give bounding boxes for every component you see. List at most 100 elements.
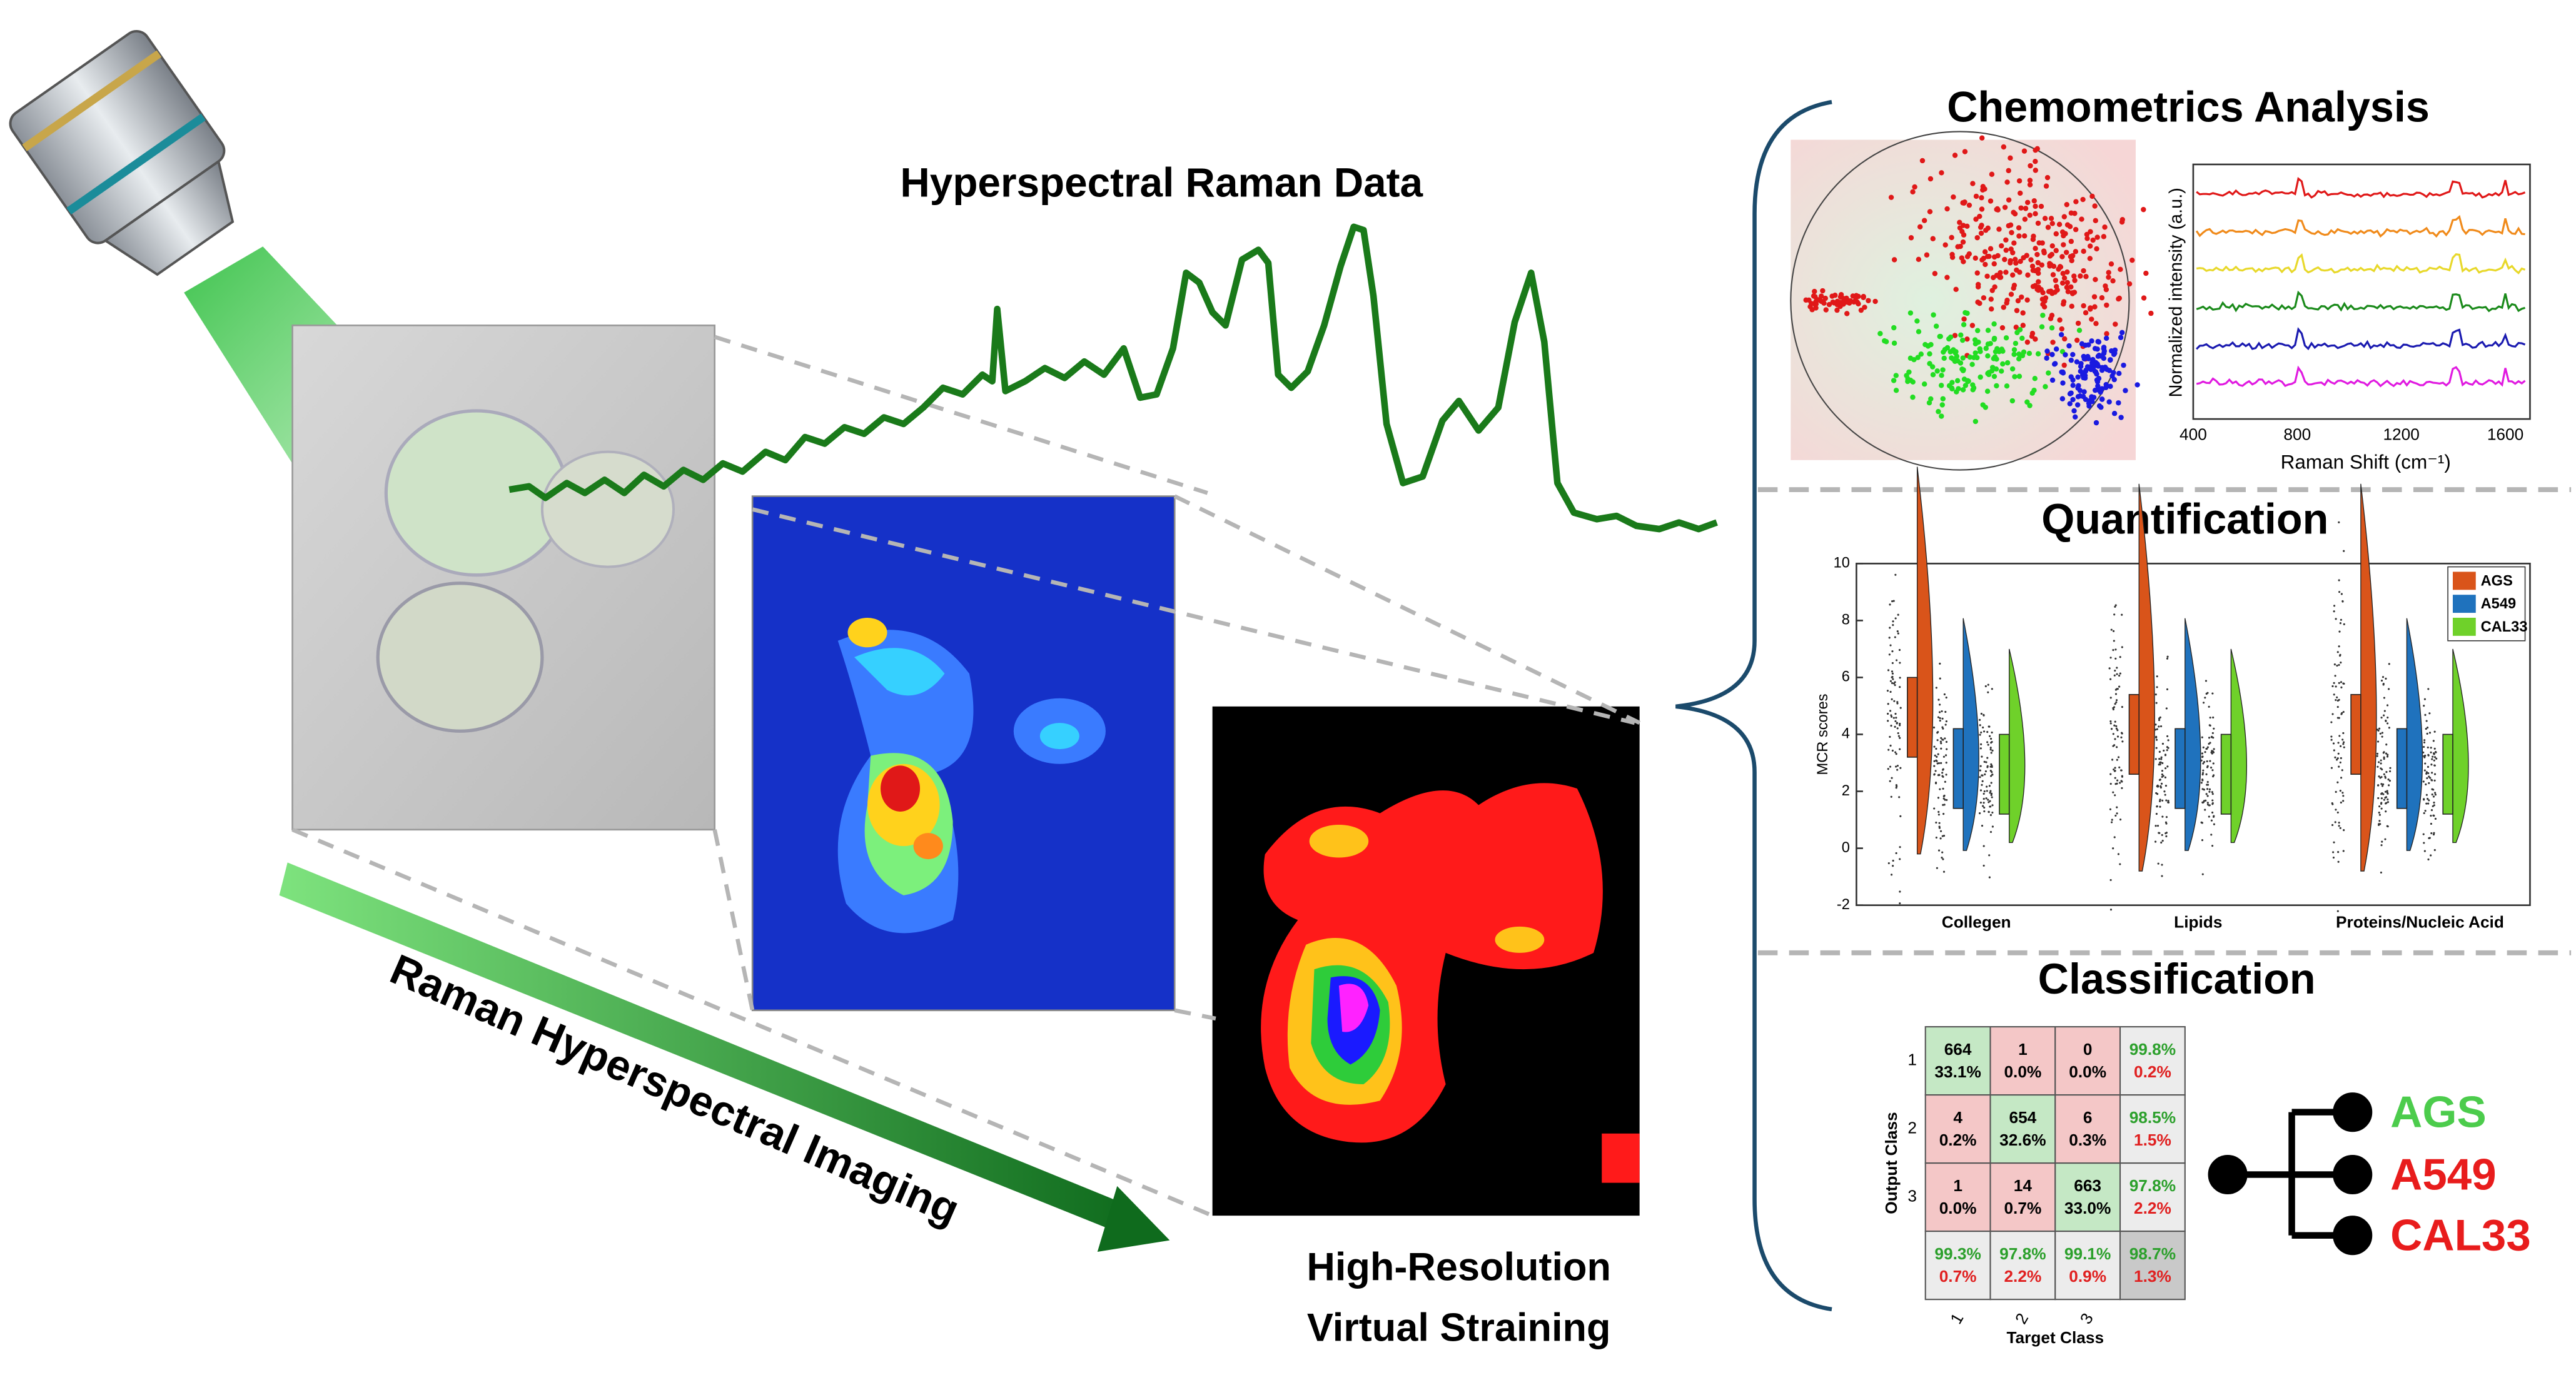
- pca-point: [1944, 274, 1950, 280]
- legend-label: AGS: [2481, 573, 2513, 589]
- jitter-point: [2384, 838, 2387, 840]
- jitter-point: [1899, 815, 1902, 817]
- jitter-point: [1889, 644, 1892, 647]
- pca-point: [1985, 371, 1991, 376]
- jitter-point: [2117, 853, 2120, 855]
- jitter-point: [2431, 788, 2433, 790]
- y-tick-label: 8: [1842, 612, 1850, 628]
- pca-point: [2011, 285, 2016, 291]
- jitter-point: [2113, 768, 2115, 771]
- cell-percent: 0.3%: [2069, 1131, 2106, 1149]
- jitter-point: [2160, 841, 2163, 844]
- jitter-point: [2155, 812, 2158, 815]
- pca-point: [2075, 394, 2081, 400]
- box: [1999, 733, 2010, 815]
- jitter-point: [2431, 793, 2433, 796]
- jitter-point: [1989, 790, 1992, 792]
- pca-point: [2076, 383, 2081, 388]
- pca-point: [1980, 402, 1986, 408]
- jitter-point: [2425, 771, 2428, 773]
- jitter-point: [2164, 832, 2167, 835]
- jitter-point: [2432, 740, 2435, 742]
- jitter-point: [2161, 773, 2163, 776]
- pca-point: [1930, 372, 1936, 378]
- pca-point: [1985, 353, 1991, 359]
- jitter-point: [2165, 835, 2168, 838]
- jitter-point: [1989, 813, 1992, 817]
- jitter-point: [2338, 765, 2340, 768]
- pca-point: [1964, 336, 1970, 342]
- pca-point: [2099, 396, 2105, 402]
- jitter-point: [2202, 762, 2205, 765]
- jitter-point: [1891, 749, 1894, 752]
- jitter-point: [1937, 813, 1940, 816]
- pca-point: [2006, 223, 2011, 229]
- jitter-point: [1939, 703, 1941, 706]
- pca-point: [1962, 149, 1968, 154]
- jitter-point: [1935, 747, 1937, 750]
- pca-point: [1877, 331, 1883, 336]
- pca-point: [1924, 252, 1930, 258]
- raman-map: [751, 495, 1176, 1012]
- pca-point: [2004, 383, 2010, 389]
- pca-point: [1927, 209, 1933, 214]
- jitter-point: [1942, 787, 1944, 790]
- pca-point: [2053, 278, 2059, 283]
- pca-point: [2059, 254, 2065, 259]
- jitter-point: [2334, 821, 2336, 823]
- jitter-point: [1894, 720, 1897, 722]
- pca-point: [1966, 251, 1972, 257]
- cell-percent: 0.9%: [2069, 1267, 2106, 1286]
- brace: [1675, 99, 1832, 1312]
- pca-point: [2072, 211, 2078, 216]
- jitter-point: [1989, 770, 1992, 772]
- pca-point: [1991, 336, 1997, 342]
- pca-point: [1891, 340, 1897, 346]
- pca-point: [2101, 345, 2107, 350]
- jitter-point: [1983, 845, 1985, 847]
- jitter-point: [1986, 785, 1988, 788]
- pca-point: [2141, 295, 2147, 301]
- jitter-point: [1979, 724, 1981, 727]
- jitter-point: [1894, 765, 1897, 768]
- pca-point: [2018, 258, 2023, 264]
- pca-point: [2070, 383, 2076, 388]
- pca-point: [2033, 168, 2038, 173]
- pca-point: [1989, 288, 1995, 293]
- pca-point: [1820, 288, 1826, 294]
- jitter-point: [2427, 858, 2430, 861]
- pca-point: [2060, 369, 2066, 375]
- jitter-point: [1897, 613, 1899, 616]
- jitter-point: [2343, 746, 2345, 748]
- jitter-point: [1943, 803, 1946, 806]
- jitter-point: [2335, 790, 2337, 793]
- pca-point: [1972, 337, 1978, 343]
- pca-point: [2035, 259, 2041, 266]
- jitter-point: [2424, 713, 2427, 716]
- pca-point: [2148, 310, 2154, 316]
- jitter-point: [2205, 773, 2208, 775]
- matrix-cell: [1989, 1231, 2056, 1301]
- pca-point: [2082, 375, 2088, 381]
- jitter-point: [2112, 530, 2114, 532]
- pca-point: [2061, 362, 2067, 368]
- jitter-point: [2205, 680, 2208, 682]
- pca-point: [2009, 272, 2016, 278]
- jitter-point: [2377, 797, 2380, 800]
- jitter-point: [2109, 879, 2112, 881]
- jitter-point: [1895, 753, 1897, 755]
- jitter-point: [2115, 701, 2118, 703]
- jitter-point: [2376, 755, 2378, 757]
- jitter-point: [2428, 732, 2432, 734]
- pca-point: [1862, 305, 1867, 310]
- pca-point: [2023, 206, 2029, 211]
- jitter-point: [2424, 762, 2427, 765]
- pca-point: [2044, 174, 2051, 181]
- jitter-point: [1981, 825, 1984, 827]
- cell-value: 0: [2083, 1040, 2093, 1059]
- pca-point: [1959, 337, 1966, 343]
- jitter-point: [2212, 762, 2215, 765]
- jitter-point: [1988, 785, 1991, 787]
- pca-point: [1939, 413, 1944, 419]
- jitter-point: [2206, 760, 2208, 763]
